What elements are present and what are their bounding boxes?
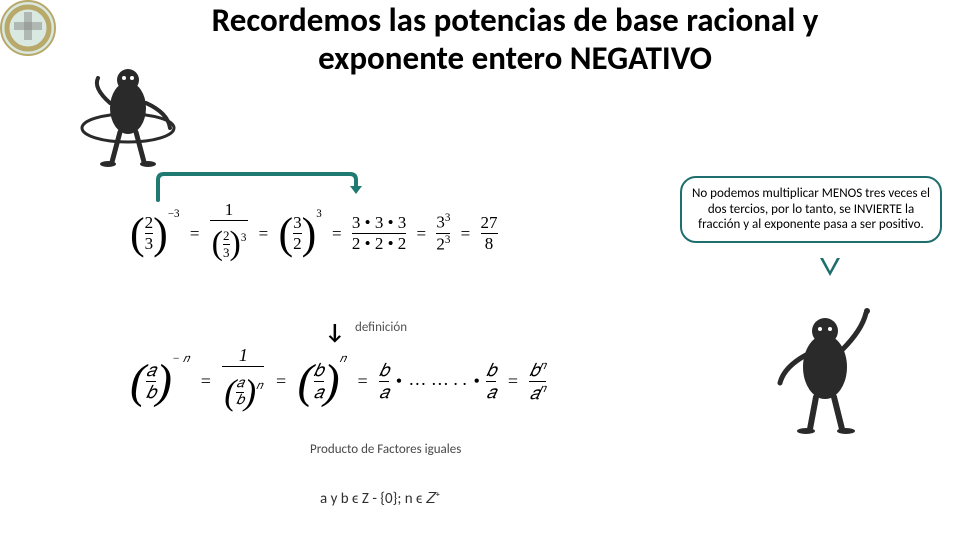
ex-base-den: 3 <box>145 233 154 254</box>
character-left <box>78 58 178 173</box>
title-line1: Recordemos las potencias de base raciona… <box>212 0 819 40</box>
example-equation: (23)−3 = 1(23)3 = (32)3 = 3 • 3 • 32 • 2… <box>130 200 498 267</box>
f-negn: − 𝑛 <box>172 352 189 365</box>
domain-text: a y b ϵ Z - {0}; n ϵ 𝑍⁺ <box>320 490 441 508</box>
title-line2: exponente entero NEGATIVO <box>318 38 712 78</box>
ex-exp-neg: −3 <box>168 208 180 220</box>
speech-tail-fill <box>822 256 838 271</box>
slide-title: Recordemos las potencias de base raciona… <box>80 2 950 78</box>
definition-label: definición <box>355 320 407 335</box>
ex-base-num: 2 <box>145 213 154 233</box>
ex-expand-den: 2 • 2 • 2 <box>352 233 406 254</box>
speech-bubble: No podemos multiplicar MENOS tres veces … <box>680 176 942 243</box>
ex-exp-pos: 3 <box>316 208 322 220</box>
ex-result-den: 8 <box>481 233 498 254</box>
character-right <box>770 305 880 440</box>
f-dots: … … . . <box>408 369 467 389</box>
institution-logo <box>0 0 56 56</box>
speech-text: No podemos multiplicar MENOS tres veces … <box>692 186 930 232</box>
product-label: Producto de Factores iguales <box>310 442 461 457</box>
general-formula: (𝑎𝑏)− 𝑛 = 1(𝑎𝑏)𝑛 = (𝑏𝑎)𝑛 = 𝑏𝑎 • … … . . … <box>130 345 546 417</box>
ex-result-num: 27 <box>481 213 498 233</box>
f-n: 𝑛 <box>340 352 346 365</box>
ex-expand-num: 3 • 3 • 3 <box>352 213 406 233</box>
down-arrow-icon: ↓ <box>325 318 345 345</box>
